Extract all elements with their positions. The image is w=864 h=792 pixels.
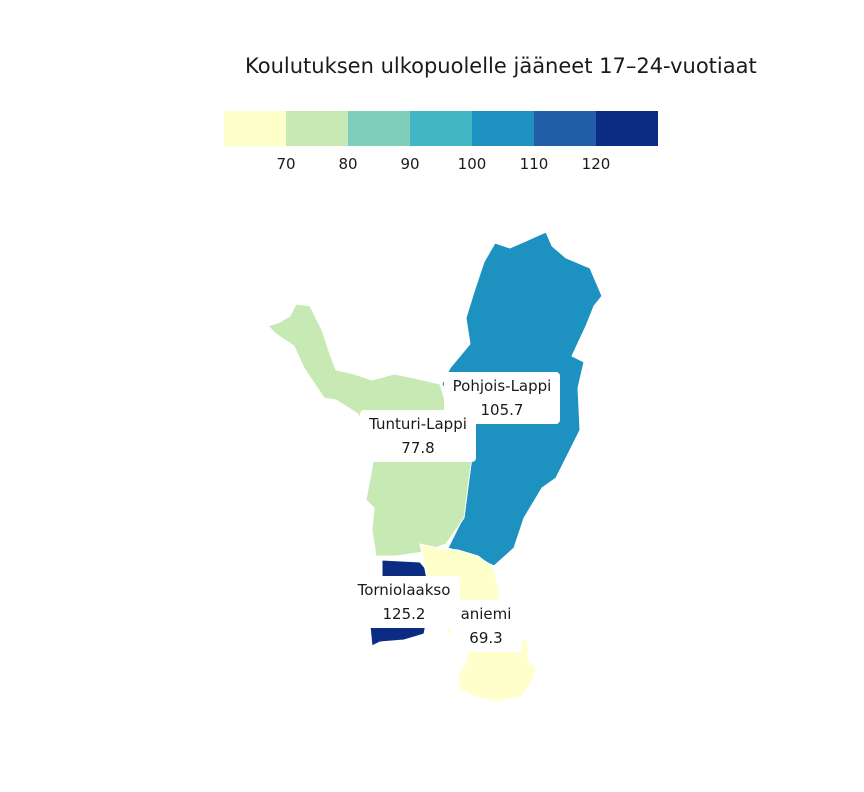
region-value: 125.2 (382, 605, 426, 623)
region-label-pohjois-lappi: Pohjois-Lappi 105.7 (444, 372, 560, 424)
region-label-tunturi-lappi: Tunturi-Lappi 77.8 (360, 410, 476, 462)
legend-tick: 100 (457, 155, 487, 173)
legend-swatch (534, 111, 596, 146)
legend-swatch (286, 111, 348, 146)
color-legend: 70 80 90 100 110 120 (224, 111, 658, 181)
legend-tick: 110 (519, 155, 549, 173)
region-name: Pohjois-Lappi (452, 377, 552, 395)
legend-swatch (224, 111, 286, 146)
region-label-torniolaakso: Torniolaakso 125.2 (348, 576, 460, 628)
legend-tick: 90 (400, 155, 420, 173)
legend-swatch (472, 111, 534, 146)
region-value: 105.7 (480, 401, 524, 419)
legend-tick: 120 (581, 155, 611, 173)
legend-swatch (348, 111, 410, 146)
region-name: Torniolaakso (357, 581, 451, 599)
region-value: 69.3 (469, 629, 503, 647)
legend-swatch (596, 111, 658, 146)
map-title: Koulutuksen ulkopuolelle jääneet 17–24-v… (245, 54, 757, 78)
region-value: 77.8 (401, 439, 435, 457)
legend-tick: 80 (338, 155, 358, 173)
region-name: Tunturi-Lappi (369, 415, 467, 433)
region-label-aniemi: aniemi 69.3 (450, 600, 522, 652)
legend-swatch (410, 111, 472, 146)
region-name: aniemi (460, 605, 512, 623)
legend-tick: 70 (276, 155, 296, 173)
